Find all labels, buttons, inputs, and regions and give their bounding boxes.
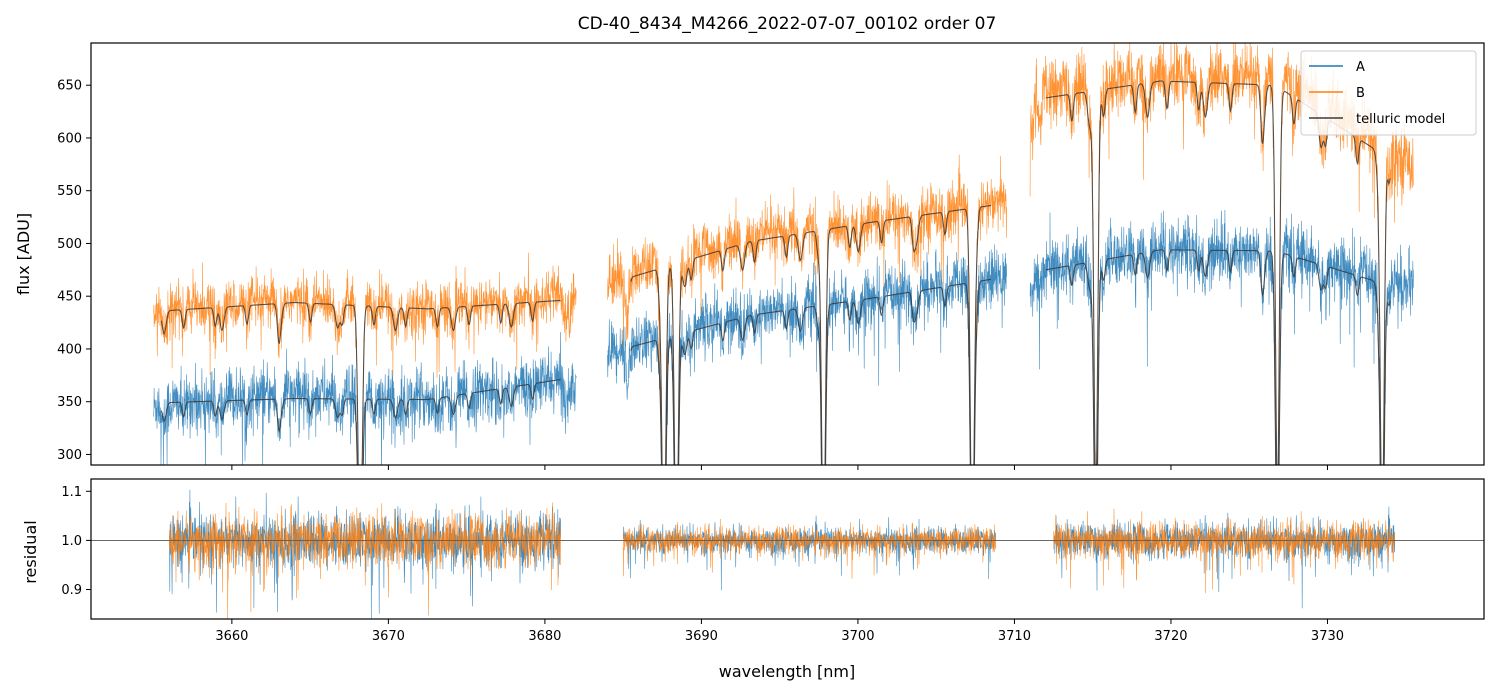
legend-label-b: B — [1356, 86, 1365, 101]
x-tick-label-3690: 3690 — [685, 629, 718, 644]
flux-panel-frame — [90, 42, 1485, 466]
residual-y-tick-label-2: 1.1 — [61, 485, 82, 500]
telluric-model-a-segment-2 — [630, 278, 992, 465]
residual-x-axis: 3660 3670 3680 3690 3700 3710 3720 3730 — [215, 619, 1344, 644]
residual-y-tick-label-1: 1.0 — [61, 534, 82, 549]
telluric-model-b-segment-1 — [160, 299, 561, 465]
x-tick-label-3730: 3730 — [1311, 629, 1344, 644]
flux-y-tick-label-650: 650 — [57, 79, 82, 94]
residual-series-a-segment-3 — [1053, 506, 1396, 609]
flux-series-group — [153, 43, 1414, 465]
telluric-model-a-segment-3 — [1045, 249, 1391, 465]
x-tick-label-3700: 3700 — [841, 629, 874, 644]
flux-y-tick-label-350: 350 — [57, 395, 82, 410]
legend: A B telluric model — [1300, 50, 1477, 136]
x-axis-label: wavelength [nm] — [719, 662, 856, 681]
flux-y-label: flux [ADU] — [14, 213, 33, 295]
flux-x-ticks — [231, 465, 1328, 470]
flux-series-a-segment-2 — [607, 244, 1007, 465]
residual-series-b-segment-1 — [169, 502, 561, 619]
flux-series-a-segment-1 — [153, 331, 577, 465]
residual-series-b-segment-3 — [1053, 508, 1396, 594]
x-tick-label-3680: 3680 — [528, 629, 561, 644]
residual-series-group — [91, 489, 1484, 619]
telluric-model-a-segment-1 — [160, 379, 561, 465]
flux-panel: 300 350 400 450 500 550 600 650 flux [ADU] A B … — [14, 42, 1485, 470]
x-tick-label-3670: 3670 — [372, 629, 405, 644]
residual-series-a-segment-2 — [622, 515, 996, 591]
legend-label-model: telluric model — [1356, 112, 1445, 127]
flux-y-tick-label-400: 400 — [57, 342, 82, 357]
telluric-model-b-segment-2 — [630, 204, 992, 465]
flux-y-tick-label-500: 500 — [57, 237, 82, 252]
flux-series-a-segment-3 — [1029, 209, 1414, 465]
legend-label-a: A — [1356, 60, 1365, 75]
flux-y-tick-label-450: 450 — [57, 290, 82, 305]
residual-panel: 0.9 1.0 1.1 3660 3670 3680 3690 3700 3710 3720 37… — [21, 478, 1485, 681]
flux-y-tick-label-300: 300 — [57, 448, 82, 463]
residual-series-b-segment-2 — [622, 518, 996, 579]
flux-y-tick-label-550: 550 — [57, 184, 82, 199]
residual-y-axis: 0.9 1.0 1.1 — [61, 485, 91, 598]
residual-y-label: residual — [21, 520, 40, 583]
x-tick-label-3660: 3660 — [215, 629, 248, 644]
flux-y-tick-label-600: 600 — [57, 131, 82, 146]
residual-y-tick-label-0: 0.9 — [61, 583, 82, 598]
residual-panel-frame — [90, 478, 1485, 620]
x-tick-label-3720: 3720 — [1154, 629, 1187, 644]
chart-title: CD-40_8434_M4266_2022-07-07_00102 order … — [578, 14, 997, 34]
legend-box — [1300, 50, 1477, 136]
flux-y-axis: 300 350 400 450 500 550 600 650 — [57, 79, 91, 463]
x-tick-label-3710: 3710 — [998, 629, 1031, 644]
